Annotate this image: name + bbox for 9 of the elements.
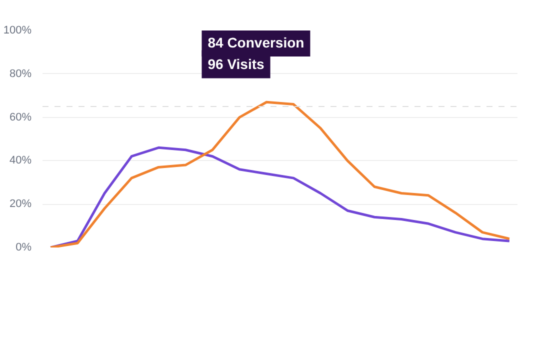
y-tick-label: 20% xyxy=(9,198,32,210)
y-tick-label: 80% xyxy=(9,68,32,80)
y-tick-label: 100% xyxy=(3,24,32,36)
y-tick-label: 40% xyxy=(9,154,32,167)
y-tick-label: 60% xyxy=(9,111,32,124)
y-tick-label: 0% xyxy=(16,242,32,254)
annotation: 84 Conversion xyxy=(208,34,304,51)
annotation: 96 Visits xyxy=(208,56,265,72)
line-series xyxy=(49,100,511,248)
